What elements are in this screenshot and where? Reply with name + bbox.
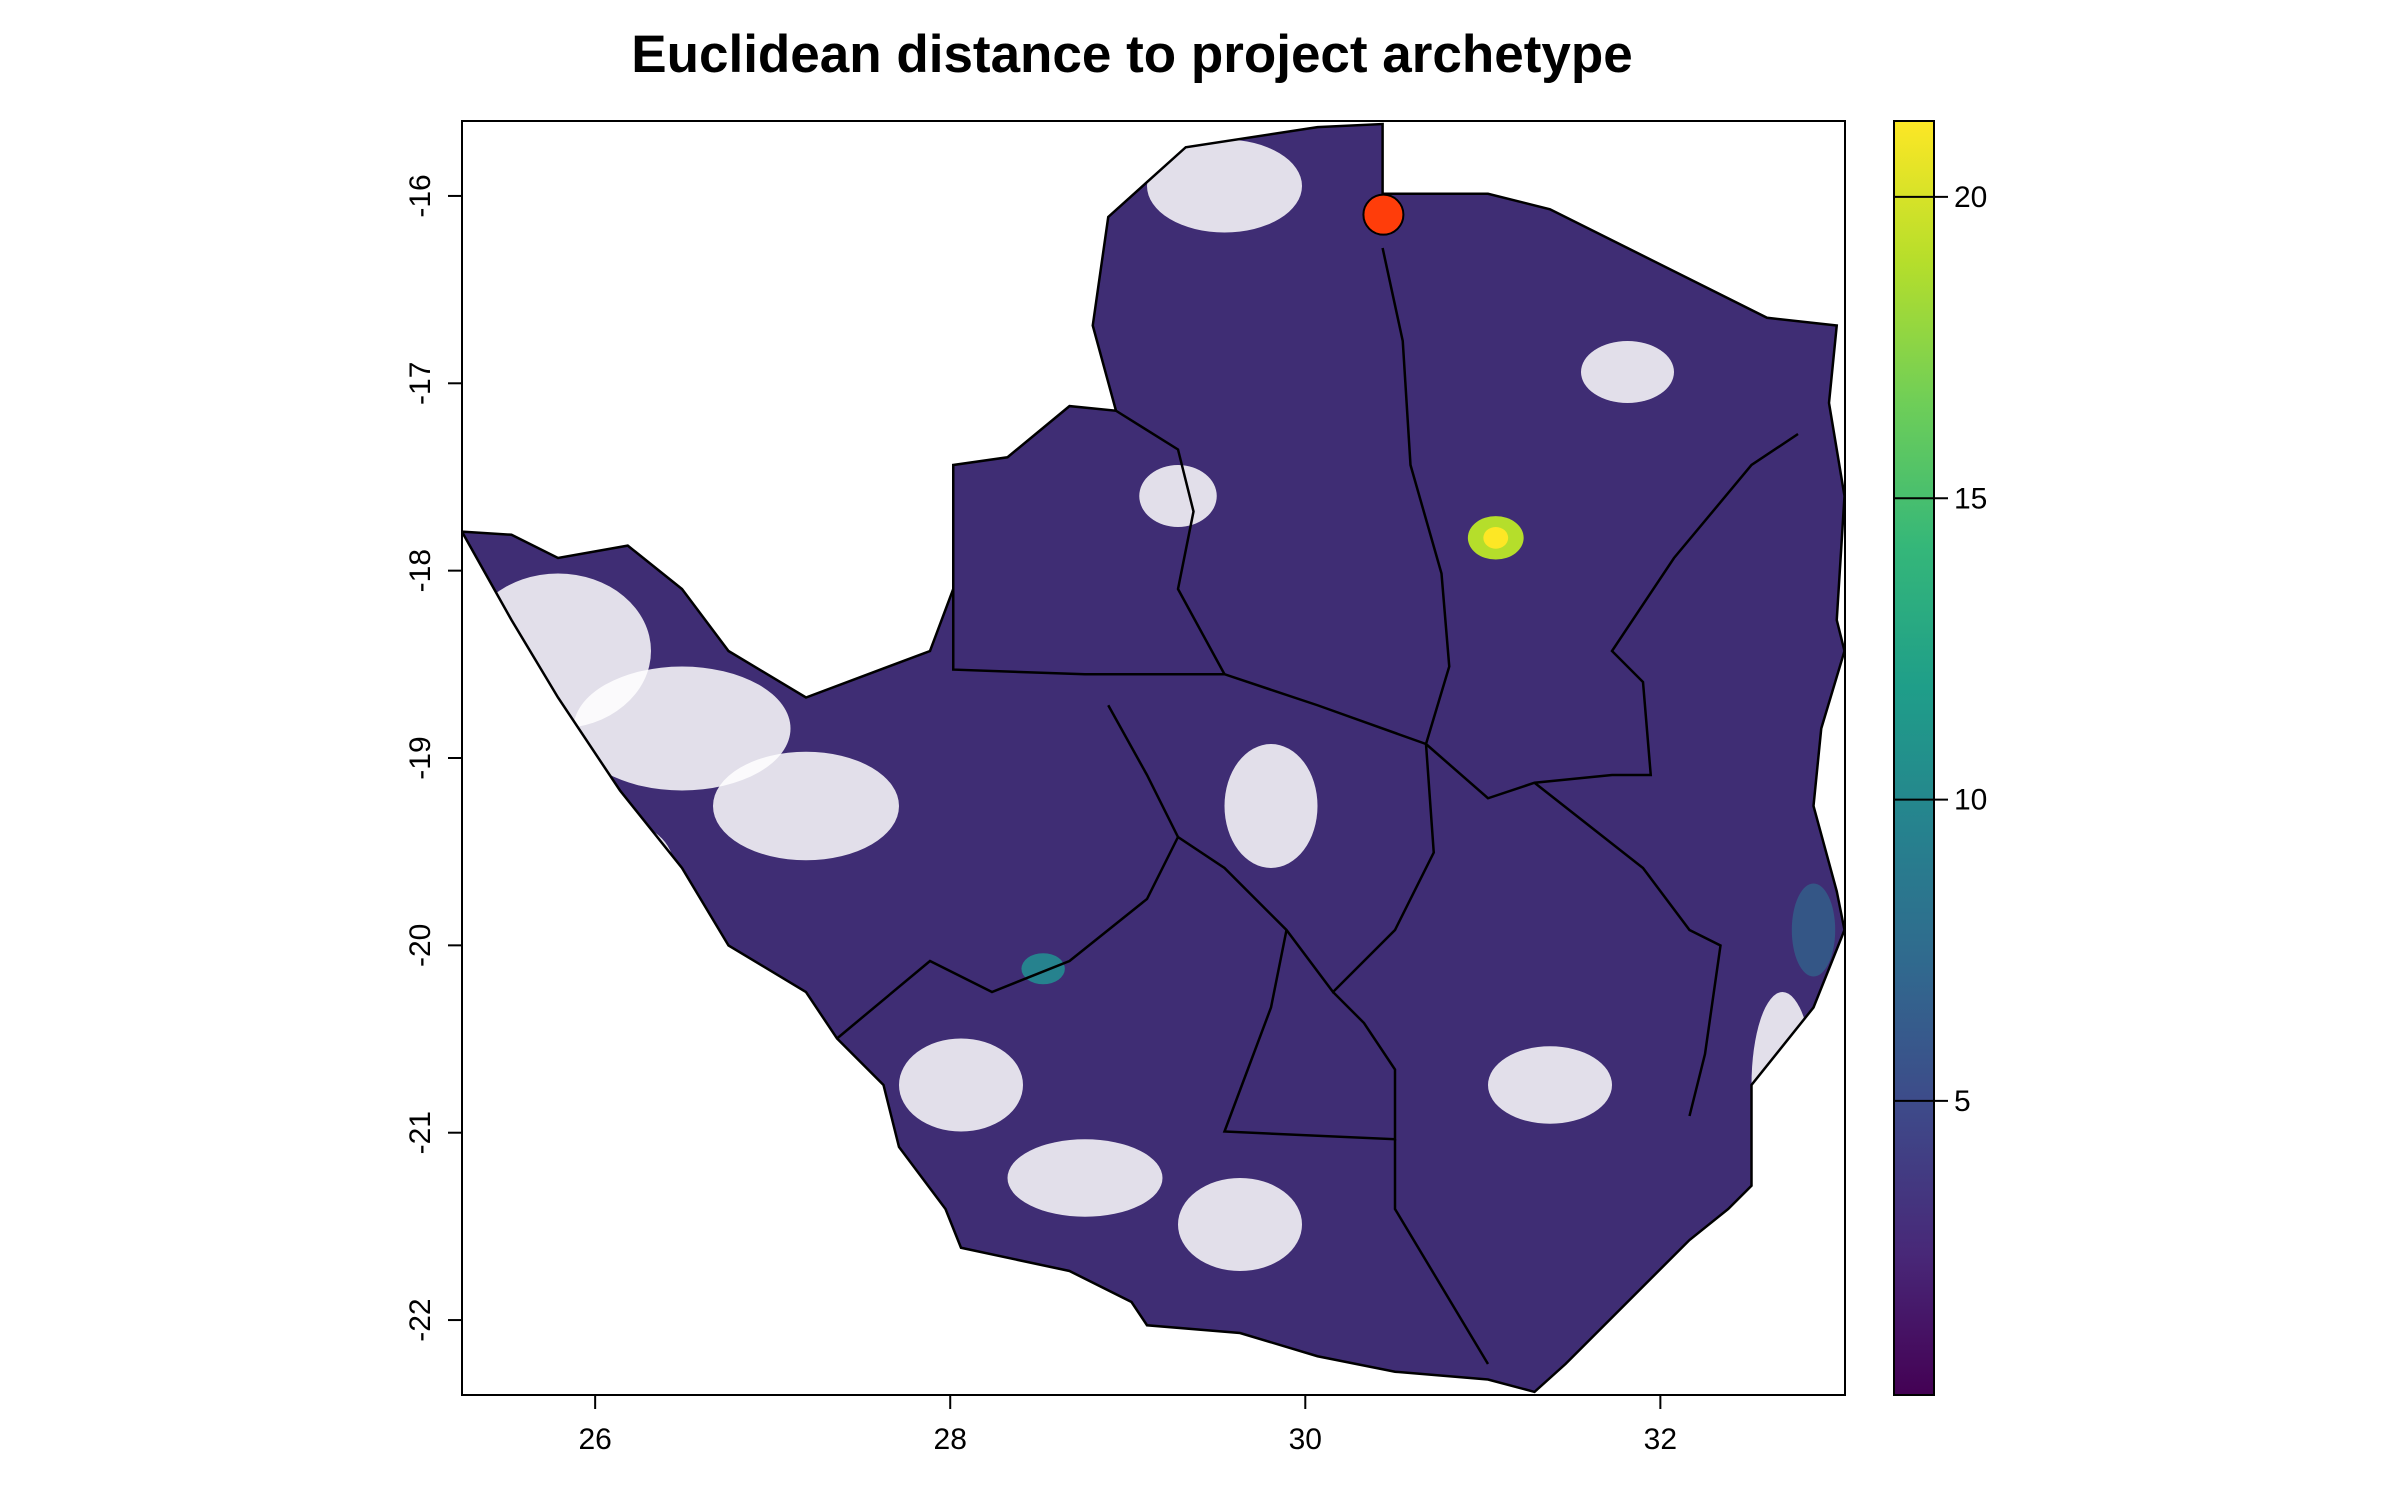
colorbar-tick-label: 20 — [1954, 181, 1987, 214]
y-tick-label: -16 — [404, 174, 437, 217]
x-tick-label: 32 — [1644, 1423, 1677, 1456]
x-tick-label: 28 — [934, 1423, 967, 1456]
y-tick-label: -20 — [404, 924, 437, 967]
no-data-area — [1488, 1046, 1612, 1124]
province-border — [1381, 247, 1451, 745]
x-tick-label: 30 — [1289, 1423, 1322, 1456]
no-data-area — [1147, 139, 1302, 233]
no-data-area — [1224, 744, 1318, 868]
no-data-area — [1581, 341, 1674, 403]
medium-value-area — [1791, 883, 1836, 977]
x-tick-label: 26 — [578, 1423, 611, 1456]
raster — [462, 122, 1845, 1394]
no-data-area — [713, 751, 899, 861]
no-data-area — [1178, 1178, 1302, 1271]
province-border — [836, 836, 1180, 1040]
province-border — [1533, 781, 1722, 1117]
no-data-area — [573, 666, 791, 791]
medium-value-area — [1021, 953, 1065, 985]
colorbar-tick-label: 15 — [1954, 482, 1987, 515]
y-tick-label: -21 — [404, 1111, 437, 1154]
title: Euclidean distance to project archetype — [631, 25, 1632, 84]
y-tick-label: -22 — [404, 1298, 437, 1341]
no-data-area — [565, 821, 675, 915]
colorbar-tick-label: 5 — [1954, 1085, 1971, 1118]
no-data-area — [806, 519, 930, 597]
high-value-area — [1483, 527, 1509, 549]
no-data-area — [1007, 1139, 1163, 1217]
colorbar — [1893, 120, 1935, 1396]
country-border — [462, 122, 1845, 1394]
y-tick-label: -19 — [404, 736, 437, 779]
colorbar-tick-label: 10 — [1954, 784, 1987, 817]
province-border — [1393, 1139, 1490, 1365]
no-data-area — [1751, 992, 1814, 1178]
province-border — [1425, 432, 1799, 800]
project-point — [1362, 193, 1405, 236]
province-border — [1115, 409, 1226, 675]
y-tick-label: -18 — [404, 549, 437, 592]
province-border — [952, 465, 1427, 746]
no-data-area — [1139, 465, 1217, 527]
y-tick-label: -17 — [404, 362, 437, 405]
no-data-area — [899, 1038, 1023, 1132]
